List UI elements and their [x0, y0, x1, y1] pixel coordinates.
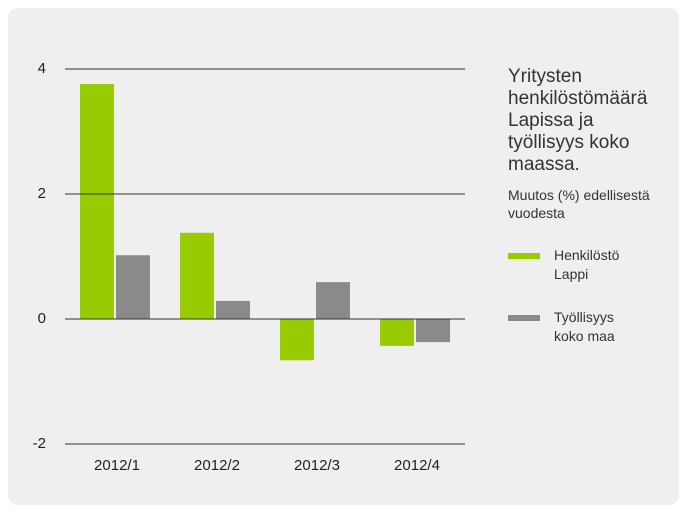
- y-tick-label: 4: [38, 60, 46, 77]
- x-tick-label: 2012/4: [394, 457, 440, 474]
- chart-subtitle: Muutos (%) edellisestä vuodesta: [508, 187, 650, 221]
- legend-swatch: [508, 253, 540, 259]
- bar: [380, 319, 414, 346]
- x-tick-label: 2012/1: [94, 457, 140, 474]
- chart-title: Yritysten henkilöstömäärä Lapissa ja työ…: [508, 66, 648, 175]
- panel: [8, 8, 679, 505]
- x-tick-label: 2012/2: [194, 457, 240, 474]
- y-tick-label: -2: [33, 435, 46, 452]
- bar: [416, 319, 450, 343]
- legend-item: Työllisyys koko maa: [508, 308, 644, 346]
- bar: [80, 84, 114, 319]
- legend-label: Työllisyys koko maa: [554, 309, 615, 344]
- legend-label: Henkilöstö Lappi: [554, 247, 620, 282]
- bar: [216, 300, 250, 319]
- bar: [280, 319, 314, 361]
- bar: [180, 232, 214, 319]
- x-tick-label: 2012/3: [294, 457, 340, 474]
- side-panel: Yritysten henkilöstömäärä Lapissa ja työ…: [508, 66, 673, 346]
- bar: [316, 282, 350, 319]
- bar: [116, 255, 150, 319]
- y-tick-label: 2: [38, 185, 46, 202]
- legend-item: Henkilöstö Lappi: [508, 246, 644, 284]
- legend: Henkilöstö Lappi Työllisyys koko maa: [508, 246, 673, 346]
- legend-swatch: [508, 315, 540, 321]
- y-tick-label: 0: [38, 310, 46, 327]
